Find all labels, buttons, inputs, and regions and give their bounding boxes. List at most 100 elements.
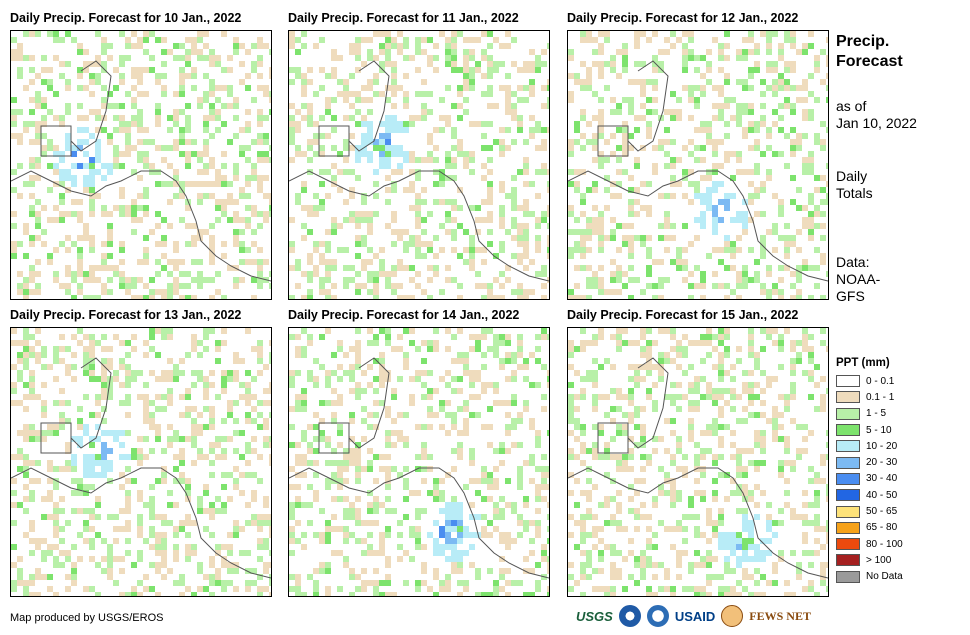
precip-cell <box>245 550 251 556</box>
precip-cell <box>29 235 35 241</box>
precip-cell <box>523 205 529 211</box>
precip-cell <box>682 49 688 55</box>
precip-cell <box>682 43 688 49</box>
precip-cell <box>475 121 481 127</box>
precip-cell <box>167 181 173 187</box>
precip-cell <box>724 235 730 241</box>
precip-cell <box>610 67 616 73</box>
precip-cell <box>35 223 41 229</box>
precip-cell <box>215 436 221 442</box>
precip-cell <box>826 55 828 61</box>
precip-cell <box>251 163 257 169</box>
precip-cell <box>23 289 29 295</box>
precip-cell <box>439 550 445 556</box>
precip-cell <box>197 193 203 199</box>
precip-cell <box>688 241 694 247</box>
precip-cell <box>592 454 598 460</box>
precip-cell <box>143 205 149 211</box>
precip-cell <box>670 382 676 388</box>
precip-cell <box>409 115 415 121</box>
precip-cell <box>475 247 481 253</box>
precip-cell <box>568 382 574 388</box>
precip-cell <box>700 211 706 217</box>
precip-cell <box>664 358 670 364</box>
precip-cell <box>221 103 227 109</box>
precip-cell <box>682 259 688 265</box>
precip-cell <box>742 526 748 532</box>
precip-cell <box>77 289 83 295</box>
precip-cell <box>119 115 125 121</box>
precip-cell <box>119 61 125 67</box>
precip-cell <box>257 520 263 526</box>
precip-cell <box>421 229 427 235</box>
precip-cell <box>379 43 385 49</box>
precip-cell <box>385 442 391 448</box>
precip-cell <box>227 580 233 586</box>
precip-cell <box>47 163 53 169</box>
precip-cell <box>173 550 179 556</box>
precip-cell <box>239 259 245 265</box>
precip-cell <box>367 502 373 508</box>
precip-cell <box>724 400 730 406</box>
precip-cell <box>610 259 616 265</box>
precip-cell <box>664 139 670 145</box>
precip-cell <box>83 364 89 370</box>
precip-cell <box>71 163 77 169</box>
precip-cell <box>373 478 379 484</box>
precip-cell <box>598 115 604 121</box>
precip-cell <box>772 151 778 157</box>
legend-swatch <box>836 456 860 469</box>
precip-cell <box>319 133 325 139</box>
precip-cell <box>53 376 59 382</box>
precip-cell <box>628 79 634 85</box>
precip-cell <box>41 205 47 211</box>
precip-cell <box>373 295 379 299</box>
precip-cell <box>487 145 493 151</box>
precip-cell <box>307 289 313 295</box>
precip-cell <box>505 97 511 103</box>
precip-cell <box>694 478 700 484</box>
precip-cell <box>131 283 137 289</box>
precip-cell <box>83 295 89 299</box>
precip-cell <box>331 514 337 520</box>
precip-cell <box>445 328 451 334</box>
precip-cell <box>319 145 325 151</box>
precip-cell <box>373 508 379 514</box>
precip-cell <box>65 466 71 472</box>
precip-cell <box>487 283 493 289</box>
precip-cell <box>155 271 161 277</box>
precip-cell <box>610 406 616 412</box>
precip-cell <box>349 454 355 460</box>
precip-cell <box>772 568 778 574</box>
precip-cell <box>385 133 391 139</box>
precip-cell <box>47 85 53 91</box>
precip-cell <box>221 544 227 550</box>
precip-cell <box>814 538 820 544</box>
precip-cell <box>361 568 367 574</box>
precip-cell <box>167 289 173 295</box>
precip-cell <box>706 430 712 436</box>
precip-cell <box>730 394 736 400</box>
precip-cell <box>736 151 742 157</box>
precip-cell <box>433 157 439 163</box>
precip-cell <box>628 376 634 382</box>
precip-cell <box>634 442 640 448</box>
precip-cell <box>331 55 337 61</box>
precip-cell <box>269 340 271 346</box>
precip-cell <box>433 538 439 544</box>
precip-cell <box>616 424 622 430</box>
precip-cell <box>652 163 658 169</box>
precip-cell <box>610 151 616 157</box>
precip-cell <box>343 478 349 484</box>
precip-cell <box>670 484 676 490</box>
precip-cell <box>391 346 397 352</box>
precip-cell <box>391 229 397 235</box>
precip-cell <box>592 340 598 346</box>
precip-cell <box>65 520 71 526</box>
precip-cell <box>319 253 325 259</box>
precip-cell <box>17 370 23 376</box>
precip-cell <box>233 370 239 376</box>
precip-cell <box>574 520 580 526</box>
precip-cell <box>355 157 361 163</box>
precip-cell <box>694 127 700 133</box>
